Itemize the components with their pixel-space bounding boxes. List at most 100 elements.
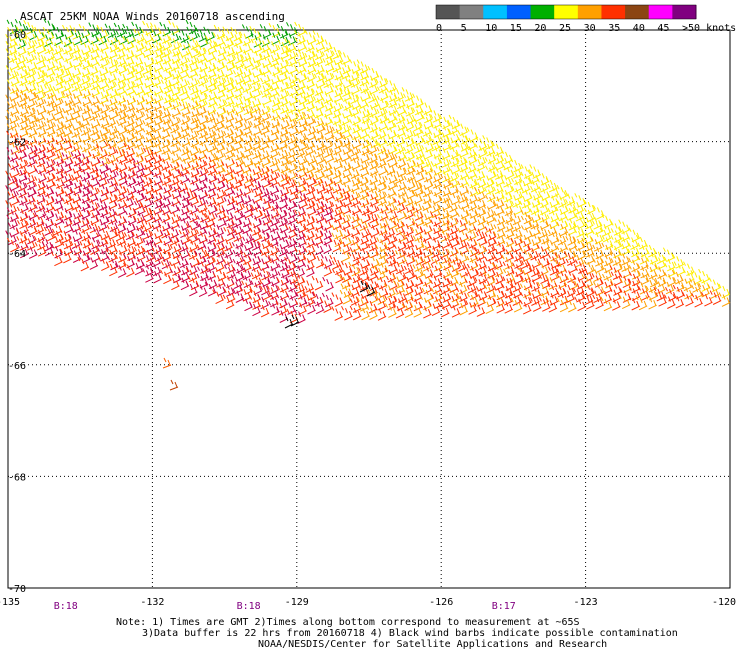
wind-barb <box>231 198 244 213</box>
wind-barb <box>150 89 162 104</box>
wind-barb <box>131 127 144 143</box>
wind-barb <box>168 111 180 127</box>
wind-barb <box>212 116 225 131</box>
wind-barb <box>385 124 398 140</box>
wind-barb <box>510 224 523 240</box>
wind-barb <box>374 306 387 321</box>
plot-area: -60-62-64-66-68-70 <box>5 18 731 595</box>
wind-barb <box>519 299 532 315</box>
wind-barb <box>204 72 217 88</box>
wind-barb <box>196 207 209 223</box>
wind-barbs <box>5 18 731 391</box>
wind-barb <box>6 130 18 146</box>
wind-barb <box>437 243 450 259</box>
wind-barb <box>638 286 650 301</box>
wind-barb <box>447 180 460 196</box>
wind-barb <box>430 114 442 129</box>
wind-barb <box>592 258 605 273</box>
wind-barb <box>365 177 378 193</box>
wind-barb <box>293 263 306 278</box>
wind-barb <box>131 43 144 58</box>
wind-barb <box>374 177 387 193</box>
longitude-labels: -135-132-129-126-123-120 <box>0 597 736 608</box>
wind-barb <box>312 126 325 142</box>
wind-barb <box>178 141 190 156</box>
wind-barb <box>347 282 360 298</box>
wind-barb <box>304 45 316 61</box>
wind-barb <box>358 140 371 156</box>
wind-barb <box>356 297 369 312</box>
wind-barb <box>70 159 83 174</box>
wind-barb <box>242 106 254 122</box>
wind-barb <box>203 251 215 266</box>
wind-barb <box>169 184 182 200</box>
pass-time-label: B:18 <box>54 601 78 612</box>
wind-barb <box>393 122 406 138</box>
wind-barb <box>311 158 323 174</box>
wind-barb <box>160 269 172 285</box>
wind-barb <box>375 244 388 260</box>
wind-barb <box>286 308 299 324</box>
wind-barb <box>149 155 162 171</box>
wind-barb <box>556 237 568 253</box>
wind-barb <box>267 196 280 212</box>
wind-barb <box>114 231 126 247</box>
wind-barb <box>7 26 19 42</box>
wind-barb <box>338 111 350 126</box>
wind-barb <box>501 247 514 263</box>
wind-barb <box>177 96 189 112</box>
wind-barb <box>77 30 90 46</box>
wind-barb <box>276 135 288 150</box>
wind-barb <box>429 226 441 241</box>
wind-barb <box>167 230 180 246</box>
wind-barb <box>16 122 29 138</box>
wind-barb <box>608 296 621 311</box>
contaminated-wind-barb <box>359 280 369 293</box>
wind-barb <box>294 240 307 256</box>
wind-barb <box>86 255 99 270</box>
wind-barb <box>348 125 361 141</box>
wind-barb <box>132 105 144 121</box>
wind-barb <box>502 276 515 291</box>
wind-barb <box>16 78 29 94</box>
wind-barb <box>160 95 173 111</box>
wind-barb <box>61 241 74 256</box>
wind-barb <box>473 217 486 232</box>
wind-barb <box>383 131 396 147</box>
wind-barb <box>347 186 360 202</box>
wind-barb <box>635 295 648 311</box>
wind-barb <box>286 107 299 122</box>
wind-barb <box>366 192 379 207</box>
wind-barb <box>51 196 64 212</box>
wind-barb <box>159 246 172 262</box>
wind-barb <box>34 242 47 257</box>
wind-barb <box>645 285 658 301</box>
wind-barb <box>223 77 236 93</box>
wind-barb <box>438 279 450 295</box>
wind-barb <box>15 183 28 198</box>
wind-barb <box>115 239 128 255</box>
wind-barb <box>329 254 342 270</box>
wind-barb <box>510 297 523 313</box>
wind-barb <box>510 170 523 185</box>
wind-barb <box>60 32 73 47</box>
wind-barb <box>338 274 351 290</box>
wind-barb <box>366 110 379 126</box>
wind-barb <box>330 215 342 231</box>
wind-barb <box>248 256 261 271</box>
plot-frame <box>7 29 731 589</box>
wind-barb <box>115 59 128 75</box>
wind-barb <box>312 30 325 46</box>
wind-barb <box>284 195 297 211</box>
wind-barb <box>510 247 523 262</box>
wind-barb <box>419 257 432 272</box>
wind-barb <box>240 242 252 258</box>
wind-barb <box>140 217 153 232</box>
wind-barb <box>60 173 73 189</box>
wind-barb <box>249 250 262 266</box>
wind-barb <box>439 159 452 174</box>
wind-barb <box>214 281 227 297</box>
wind-barb <box>456 121 469 137</box>
wind-barb <box>545 297 558 313</box>
wind-barb <box>583 250 595 265</box>
